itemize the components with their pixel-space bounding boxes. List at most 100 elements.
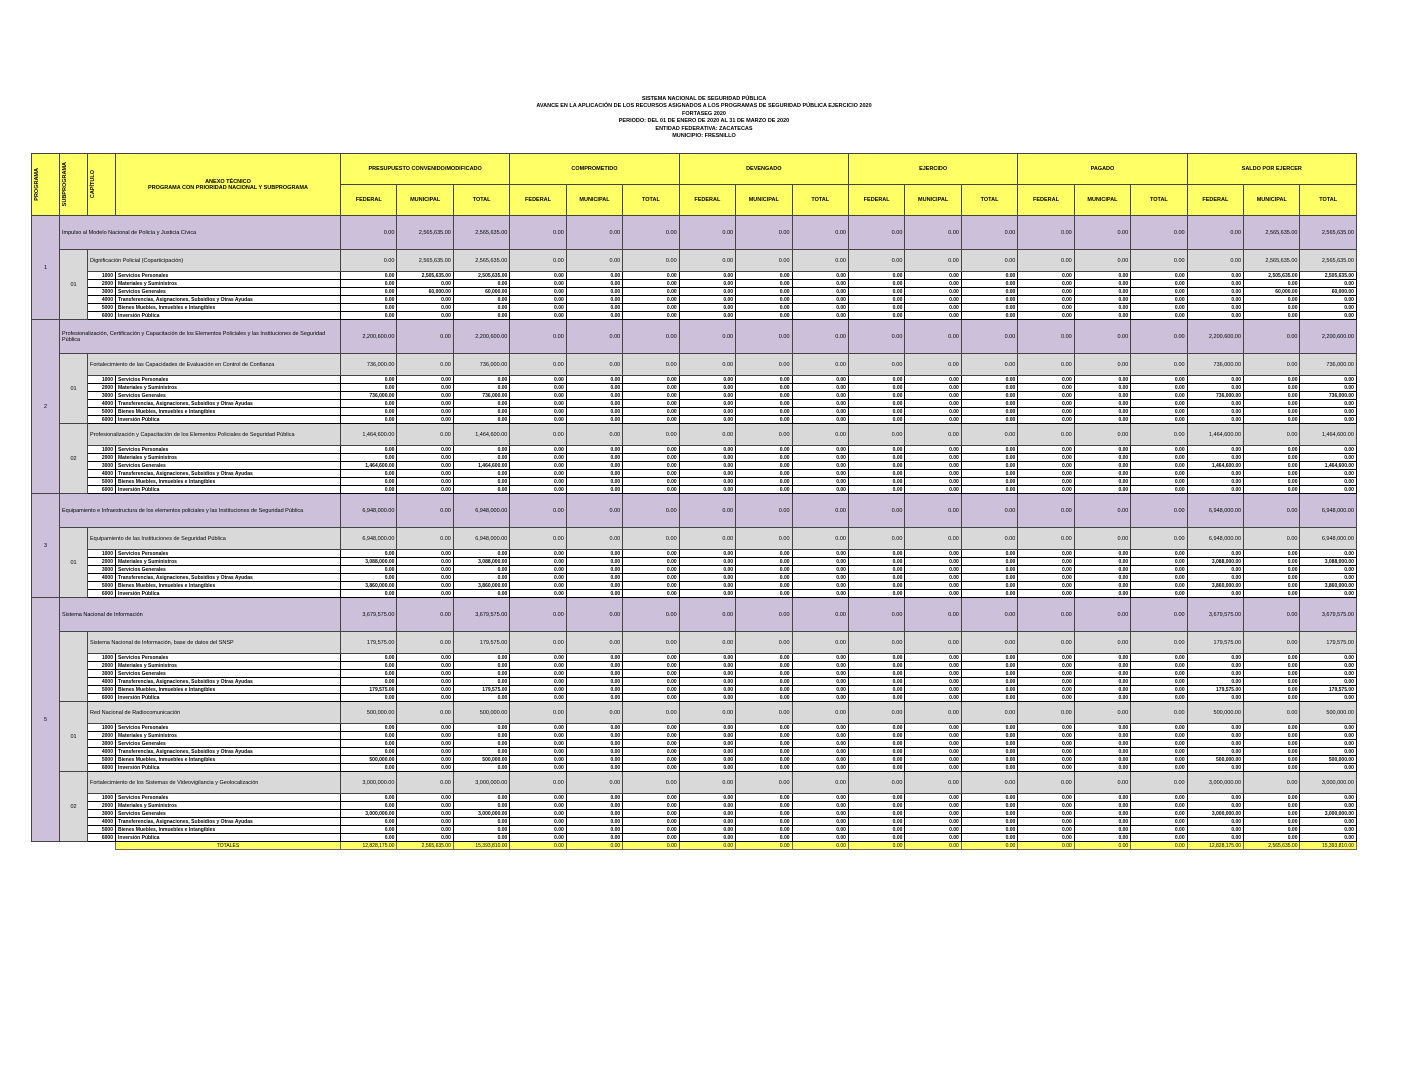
capitulo-name: Servicios Generales bbox=[115, 287, 341, 296]
saldo-value: 6,948,000.00 bbox=[1299, 527, 1357, 550]
comprometido-value: 0.00 bbox=[509, 763, 567, 772]
devengado-value: 0.00 bbox=[735, 825, 793, 834]
ejercido-value: 0.00 bbox=[904, 415, 962, 424]
presupuesto-value: 0.00 bbox=[396, 723, 454, 732]
devengado-value: 0.00 bbox=[791, 549, 849, 558]
program-number: 2 bbox=[31, 319, 60, 494]
subcol-header: TOTAL bbox=[960, 184, 1019, 216]
capitulo-code: 6000 bbox=[87, 833, 116, 842]
ejercido-value: 0.00 bbox=[847, 353, 906, 376]
pagado-value: 0.00 bbox=[1130, 557, 1188, 566]
pagado-value: 0.00 bbox=[1073, 391, 1132, 400]
ejercido-value: 0.00 bbox=[960, 731, 1019, 740]
saldo-value: 0.00 bbox=[1243, 817, 1301, 826]
capitulo-row: 4000 Transferencias, Asignaciones, Subsid… bbox=[32, 399, 1357, 408]
pagado-value: 0.00 bbox=[1130, 825, 1188, 834]
capitulo-row: 2000 Materiales y Suministros 0.00 0.00 0.00… bbox=[32, 801, 1357, 810]
ejercido-value: 0.00 bbox=[904, 399, 962, 408]
pagado-value: 0.00 bbox=[1130, 573, 1188, 582]
devengado-value: 0.00 bbox=[678, 423, 737, 446]
comprometido-value: 0.00 bbox=[509, 271, 567, 280]
devengado-value: 0.00 bbox=[678, 747, 737, 756]
devengado-value: 0.00 bbox=[678, 833, 737, 842]
devengado-value: 0.00 bbox=[791, 415, 849, 424]
devengado-value: 0.00 bbox=[678, 793, 737, 802]
ejercido-value: 0.00 bbox=[847, 589, 906, 598]
capitulo-code: 4000 bbox=[87, 399, 116, 408]
ejercido-value: 0.00 bbox=[960, 303, 1019, 312]
comprometido-value: 0.00 bbox=[565, 279, 624, 288]
presupuesto-value: 0.00 bbox=[452, 573, 511, 582]
devengado-value: 0.00 bbox=[678, 415, 737, 424]
devengado-value: 0.00 bbox=[678, 565, 737, 574]
pagado-value: 0.00 bbox=[1130, 407, 1188, 416]
presupuesto-value: 0.00 bbox=[339, 825, 398, 834]
pagado-value: 0.00 bbox=[1017, 771, 1075, 794]
saldo-value: 0.00 bbox=[1299, 763, 1357, 772]
pagado-value: 0.00 bbox=[1073, 477, 1132, 486]
presupuesto-value: 0.00 bbox=[396, 597, 454, 632]
ejercido-value: 0.00 bbox=[904, 573, 962, 582]
subprogram-number: 01 bbox=[59, 701, 88, 772]
saldo-value: 3,679,575.00 bbox=[1299, 597, 1357, 632]
pagado-value: 0.00 bbox=[1073, 669, 1132, 678]
ejercido-value: 0.00 bbox=[960, 597, 1019, 632]
pagado-value: 0.00 bbox=[1073, 399, 1132, 408]
devengado-value: 0.00 bbox=[791, 653, 849, 662]
comprometido-value: 0.00 bbox=[509, 407, 567, 416]
presupuesto-value: 0.00 bbox=[452, 375, 511, 384]
comprometido-value: 0.00 bbox=[622, 669, 680, 678]
devengado-value: 0.00 bbox=[678, 731, 737, 740]
ejercido-value: 0.00 bbox=[960, 415, 1019, 424]
ejercido-value: 0.00 bbox=[847, 581, 906, 590]
comprometido-value: 0.00 bbox=[565, 415, 624, 424]
saldo-value: 0.00 bbox=[1243, 685, 1301, 694]
saldo-value: 0.00 bbox=[1186, 573, 1245, 582]
devengado-value: 0.00 bbox=[735, 527, 793, 550]
devengado-value: 0.00 bbox=[791, 747, 849, 756]
comprometido-value: 0.00 bbox=[622, 399, 680, 408]
saldo-value: 12,828,175.00 bbox=[1186, 841, 1245, 850]
devengado-value: 0.00 bbox=[678, 399, 737, 408]
ejercido-value: 0.00 bbox=[960, 249, 1019, 272]
devengado-value: 0.00 bbox=[735, 661, 793, 670]
pagado-value: 0.00 bbox=[1130, 597, 1188, 632]
ejercido-value: 0.00 bbox=[960, 809, 1019, 818]
saldo-value: 0.00 bbox=[1299, 653, 1357, 662]
comprometido-value: 0.00 bbox=[565, 693, 624, 702]
comprometido-value: 0.00 bbox=[509, 375, 567, 384]
ejercido-value: 0.00 bbox=[847, 565, 906, 574]
ejercido-value: 0.00 bbox=[960, 287, 1019, 296]
presupuesto-value: 6,948,000.00 bbox=[339, 493, 398, 528]
saldo-value: 0.00 bbox=[1186, 801, 1245, 810]
group-header: PAGADO bbox=[1017, 153, 1188, 185]
ejercido-value: 0.00 bbox=[904, 271, 962, 280]
pagado-value: 0.00 bbox=[1073, 763, 1132, 772]
pagado-value: 0.00 bbox=[1073, 279, 1132, 288]
devengado-value: 0.00 bbox=[735, 271, 793, 280]
pagado-value: 0.00 bbox=[1130, 453, 1188, 462]
devengado-value: 0.00 bbox=[791, 771, 849, 794]
devengado-value: 0.00 bbox=[678, 825, 737, 834]
devengado-value: 0.00 bbox=[791, 279, 849, 288]
devengado-value: 0.00 bbox=[791, 423, 849, 446]
comprometido-value: 0.00 bbox=[622, 493, 680, 528]
comprometido-value: 0.00 bbox=[509, 801, 567, 810]
capitulo-code: 4000 bbox=[87, 747, 116, 756]
presupuesto-value: 179,575.00 bbox=[452, 631, 511, 654]
presupuesto-value: 0.00 bbox=[452, 801, 511, 810]
devengado-value: 0.00 bbox=[735, 589, 793, 598]
ejercido-value: 0.00 bbox=[904, 407, 962, 416]
devengado-value: 0.00 bbox=[678, 573, 737, 582]
comprometido-value: 0.00 bbox=[509, 249, 567, 272]
ejercido-value: 0.00 bbox=[847, 549, 906, 558]
capitulo-name: Bienes Muebles, Inmuebles e Intangibles bbox=[115, 581, 341, 590]
capitulo-code: 3000 bbox=[87, 287, 116, 296]
presupuesto-value: 2,200,600.00 bbox=[339, 319, 398, 354]
capitulo-name: Inversión Pública bbox=[115, 311, 341, 320]
saldo-value: 3,088,000.00 bbox=[1299, 557, 1357, 566]
comprometido-value: 0.00 bbox=[509, 669, 567, 678]
presupuesto-value: 0.00 bbox=[396, 469, 454, 478]
saldo-value: 0.00 bbox=[1186, 453, 1245, 462]
group-header: SALDO POR EJERCER bbox=[1186, 153, 1357, 185]
